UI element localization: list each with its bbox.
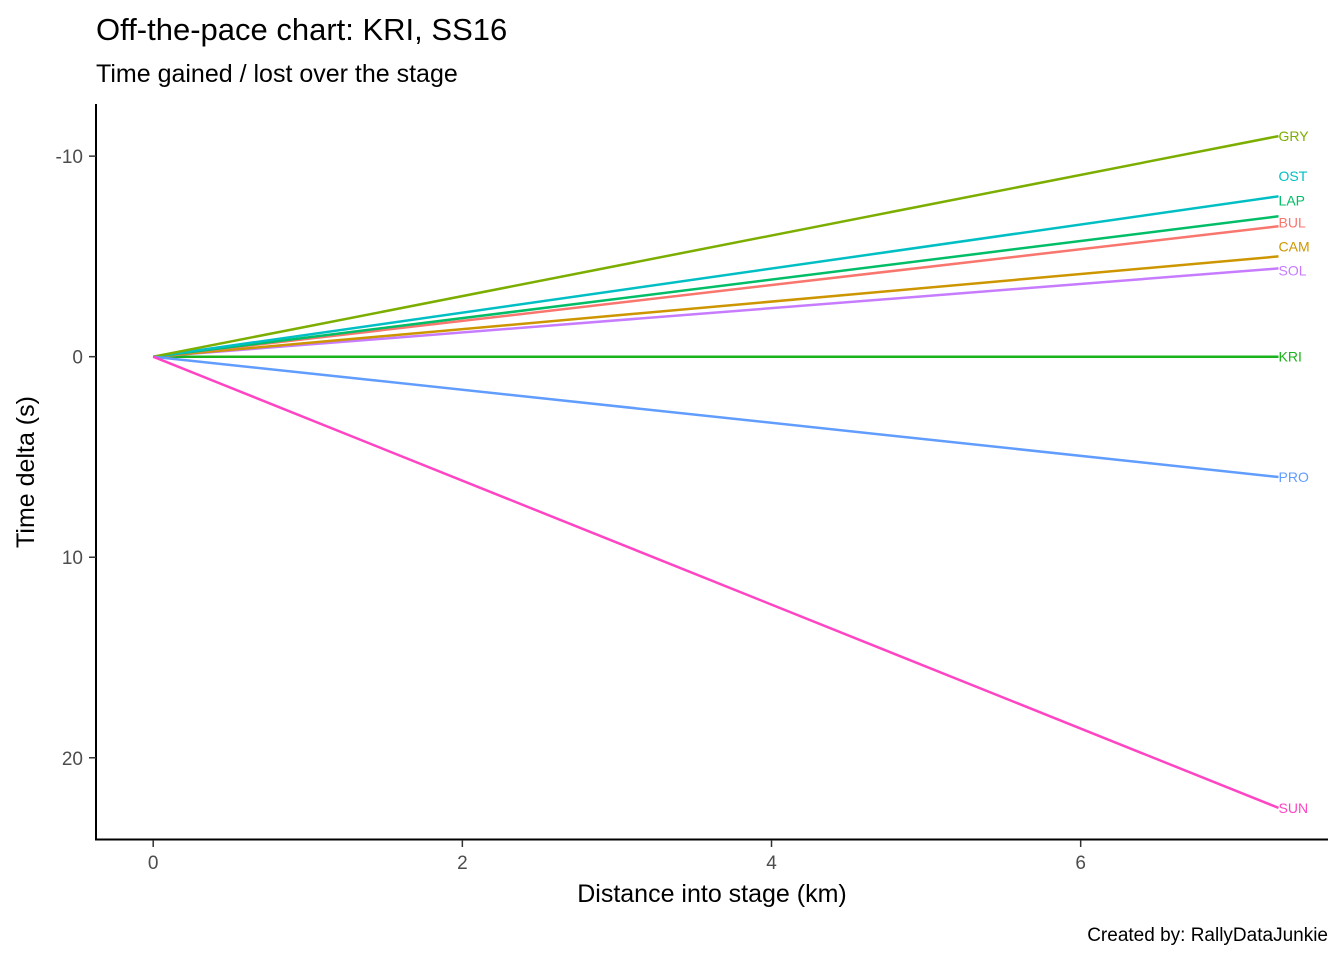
x-ticks: 0 2 4 6 [148, 840, 1086, 874]
series-line-pro [153, 355, 1279, 479]
series-line-bul [153, 225, 1279, 358]
chart-caption: Created by: RallyDataJunkie [1087, 925, 1328, 946]
y-tick-label: 10 [62, 548, 83, 569]
series-line-sol [153, 267, 1279, 358]
y-tick-label: -10 [56, 147, 83, 168]
series-label-ost: OST [1279, 168, 1308, 184]
series-line-lap [153, 215, 1279, 358]
series-line-cam [153, 255, 1279, 358]
plot-lines [152, 134, 1279, 810]
series-label-cam: CAM [1279, 238, 1310, 254]
series-label-gry: GRY [1279, 128, 1310, 144]
y-axis-title: Time delta (s) [12, 396, 40, 548]
y-tick-label: 20 [62, 749, 83, 770]
series-label-kri: KRI [1279, 349, 1302, 365]
x-tick-label: 6 [1075, 853, 1086, 874]
x-tick-label: 2 [457, 853, 468, 874]
series-label-lap: LAP [1279, 192, 1305, 208]
series-line-sun [152, 355, 1279, 810]
x-tick-label: 0 [148, 853, 159, 874]
y-tick-label: 0 [72, 348, 83, 369]
x-tick-label: 4 [766, 853, 777, 874]
y-ticks: -10 0 10 20 [56, 147, 96, 770]
series-label-sol: SOL [1279, 262, 1307, 278]
series-labels: GRY OST LAP BUL CAM SOL KRI PRO SUN [1279, 128, 1310, 816]
series-label-bul: BUL [1279, 214, 1306, 230]
chart-title: Off-the-pace chart: KRI, SS16 [96, 12, 507, 47]
series-label-sun: SUN [1279, 800, 1309, 816]
series-line-ost [153, 195, 1279, 358]
x-axis-title: Distance into stage (km) [577, 880, 847, 908]
chart-subtitle: Time gained / lost over the stage [96, 60, 458, 88]
series-label-pro: PRO [1279, 469, 1309, 485]
series-line-gry [152, 134, 1279, 358]
